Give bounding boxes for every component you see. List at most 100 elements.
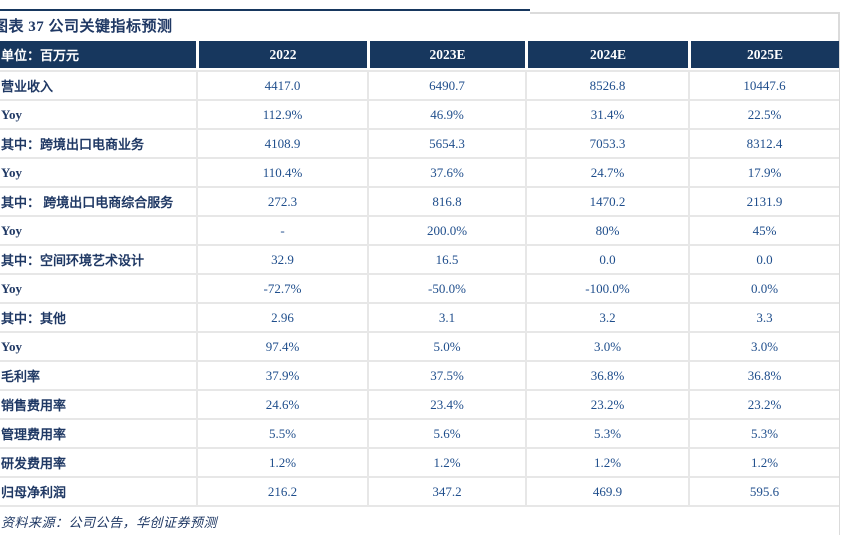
cell-2022: 97.4% bbox=[196, 331, 367, 360]
row-label: 管理费用率 bbox=[0, 418, 196, 447]
unit-header-cell: 单位：百万元 bbox=[0, 41, 196, 70]
cell-2022: 4417.0 bbox=[196, 70, 367, 99]
cell-2025e: 3.3 bbox=[688, 302, 839, 331]
cell-2023e: 5.0% bbox=[367, 331, 525, 360]
cell-2023e: 816.8 bbox=[367, 186, 525, 215]
cell-2025e: 0.0% bbox=[688, 273, 839, 302]
cell-2023e: 200.0% bbox=[367, 215, 525, 244]
cell-2023e: 16.5 bbox=[367, 244, 525, 273]
table-row: Yoy - 200.0% 80% 45% bbox=[0, 215, 839, 244]
cell-2023e: 6490.7 bbox=[367, 70, 525, 99]
cell-2024e: 1.2% bbox=[525, 447, 688, 476]
cell-2024e: 0.0 bbox=[525, 244, 688, 273]
top-accent-rule bbox=[0, 9, 530, 11]
cell-2024e: 469.9 bbox=[525, 476, 688, 505]
column-header-2025e: 2025E bbox=[688, 41, 839, 70]
table-row: 归母净利润 216.2 347.2 469.9 595.6 bbox=[0, 476, 839, 505]
cell-2025e: 22.5% bbox=[688, 99, 839, 128]
cell-2022: 5.5% bbox=[196, 418, 367, 447]
cell-2022: 37.9% bbox=[196, 360, 367, 389]
cell-2022: - bbox=[196, 215, 367, 244]
cell-2023e: 5.6% bbox=[367, 418, 525, 447]
cell-2022: -72.7% bbox=[196, 273, 367, 302]
cell-2022: 32.9 bbox=[196, 244, 367, 273]
cell-2024e: -100.0% bbox=[525, 273, 688, 302]
row-label: Yoy bbox=[0, 215, 196, 244]
cell-2022: 272.3 bbox=[196, 186, 367, 215]
cell-2025e: 45% bbox=[688, 215, 839, 244]
row-label: 其中： 跨境出口电商综合服务 bbox=[0, 186, 196, 215]
cell-2022: 24.6% bbox=[196, 389, 367, 418]
cell-2024e: 31.4% bbox=[525, 99, 688, 128]
table-row: 管理费用率 5.5% 5.6% 5.3% 5.3% bbox=[0, 418, 839, 447]
forecast-table: 单位：百万元 2022 2023E 2024E 2025E 营业收入 4417.… bbox=[0, 41, 839, 535]
figure-title: 图表 37 公司关键指标预测 bbox=[0, 19, 173, 35]
row-label: 营业收入 bbox=[0, 70, 196, 99]
cell-2023e: 37.5% bbox=[367, 360, 525, 389]
table-row: Yoy 97.4% 5.0% 3.0% 3.0% bbox=[0, 331, 839, 360]
row-label: 其中：其他 bbox=[0, 302, 196, 331]
cell-2024e: 3.0% bbox=[525, 331, 688, 360]
row-label: 其中：空间环境艺术设计 bbox=[0, 244, 196, 273]
cell-2023e: 1.2% bbox=[367, 447, 525, 476]
column-header-2023e: 2023E bbox=[367, 41, 525, 70]
cell-2024e: 24.7% bbox=[525, 157, 688, 186]
cell-2022: 112.9% bbox=[196, 99, 367, 128]
table-row: Yoy 112.9% 46.9% 31.4% 22.5% bbox=[0, 99, 839, 128]
cell-2025e: 23.2% bbox=[688, 389, 839, 418]
table-body: 营业收入 4417.0 6490.7 8526.8 10447.6 Yoy 11… bbox=[0, 70, 839, 505]
table-row: 其中： 跨境出口电商综合服务 272.3 816.8 1470.2 2131.9 bbox=[0, 186, 839, 215]
cell-2025e: 36.8% bbox=[688, 360, 839, 389]
row-label: 研发费用率 bbox=[0, 447, 196, 476]
table-row: 其中：其他 2.96 3.1 3.2 3.3 bbox=[0, 302, 839, 331]
cell-2022: 1.2% bbox=[196, 447, 367, 476]
cell-2025e: 595.6 bbox=[688, 476, 839, 505]
row-label: Yoy bbox=[0, 273, 196, 302]
cell-2025e: 1.2% bbox=[688, 447, 839, 476]
table-row: 销售费用率 24.6% 23.4% 23.2% 23.2% bbox=[0, 389, 839, 418]
cell-2025e: 0.0 bbox=[688, 244, 839, 273]
row-label: Yoy bbox=[0, 99, 196, 128]
cell-2025e: 8312.4 bbox=[688, 128, 839, 157]
cell-2024e: 23.2% bbox=[525, 389, 688, 418]
cell-2023e: 37.6% bbox=[367, 157, 525, 186]
cell-2022: 110.4% bbox=[196, 157, 367, 186]
cell-2022: 4108.9 bbox=[196, 128, 367, 157]
source-row: 资料来源：公司公告，华创证券预测 bbox=[0, 505, 839, 535]
cell-2024e: 3.2 bbox=[525, 302, 688, 331]
figure-frame-top-border bbox=[530, 12, 840, 14]
cell-2023e: -50.0% bbox=[367, 273, 525, 302]
cell-2025e: 17.9% bbox=[688, 157, 839, 186]
table-row: 其中：跨境出口电商业务 4108.9 5654.3 7053.3 8312.4 bbox=[0, 128, 839, 157]
cell-2023e: 46.9% bbox=[367, 99, 525, 128]
column-header-2022: 2022 bbox=[196, 41, 367, 70]
row-label: 其中：跨境出口电商业务 bbox=[0, 128, 196, 157]
cell-2025e: 2131.9 bbox=[688, 186, 839, 215]
cell-2024e: 5.3% bbox=[525, 418, 688, 447]
table-row: 营业收入 4417.0 6490.7 8526.8 10447.6 bbox=[0, 70, 839, 99]
row-label: 毛利率 bbox=[0, 360, 196, 389]
cell-2024e: 8526.8 bbox=[525, 70, 688, 99]
row-label: 销售费用率 bbox=[0, 389, 196, 418]
source-note: 资料来源：公司公告，华创证券预测 bbox=[0, 505, 839, 535]
table-row: 毛利率 37.9% 37.5% 36.8% 36.8% bbox=[0, 360, 839, 389]
cell-2022: 216.2 bbox=[196, 476, 367, 505]
cell-2023e: 5654.3 bbox=[367, 128, 525, 157]
cell-2024e: 7053.3 bbox=[525, 128, 688, 157]
row-label: Yoy bbox=[0, 331, 196, 360]
row-label: Yoy bbox=[0, 157, 196, 186]
cell-2025e: 5.3% bbox=[688, 418, 839, 447]
table-row: 其中：空间环境艺术设计 32.9 16.5 0.0 0.0 bbox=[0, 244, 839, 273]
cell-2023e: 3.1 bbox=[367, 302, 525, 331]
cell-2023e: 347.2 bbox=[367, 476, 525, 505]
table-row: Yoy -72.7% -50.0% -100.0% 0.0% bbox=[0, 273, 839, 302]
row-label: 归母净利润 bbox=[0, 476, 196, 505]
cell-2024e: 36.8% bbox=[525, 360, 688, 389]
figure-frame-right-border bbox=[838, 12, 840, 535]
cell-2024e: 1470.2 bbox=[525, 186, 688, 215]
cell-2023e: 23.4% bbox=[367, 389, 525, 418]
cell-2022: 2.96 bbox=[196, 302, 367, 331]
table-row: Yoy 110.4% 37.6% 24.7% 17.9% bbox=[0, 157, 839, 186]
cell-2025e: 3.0% bbox=[688, 331, 839, 360]
